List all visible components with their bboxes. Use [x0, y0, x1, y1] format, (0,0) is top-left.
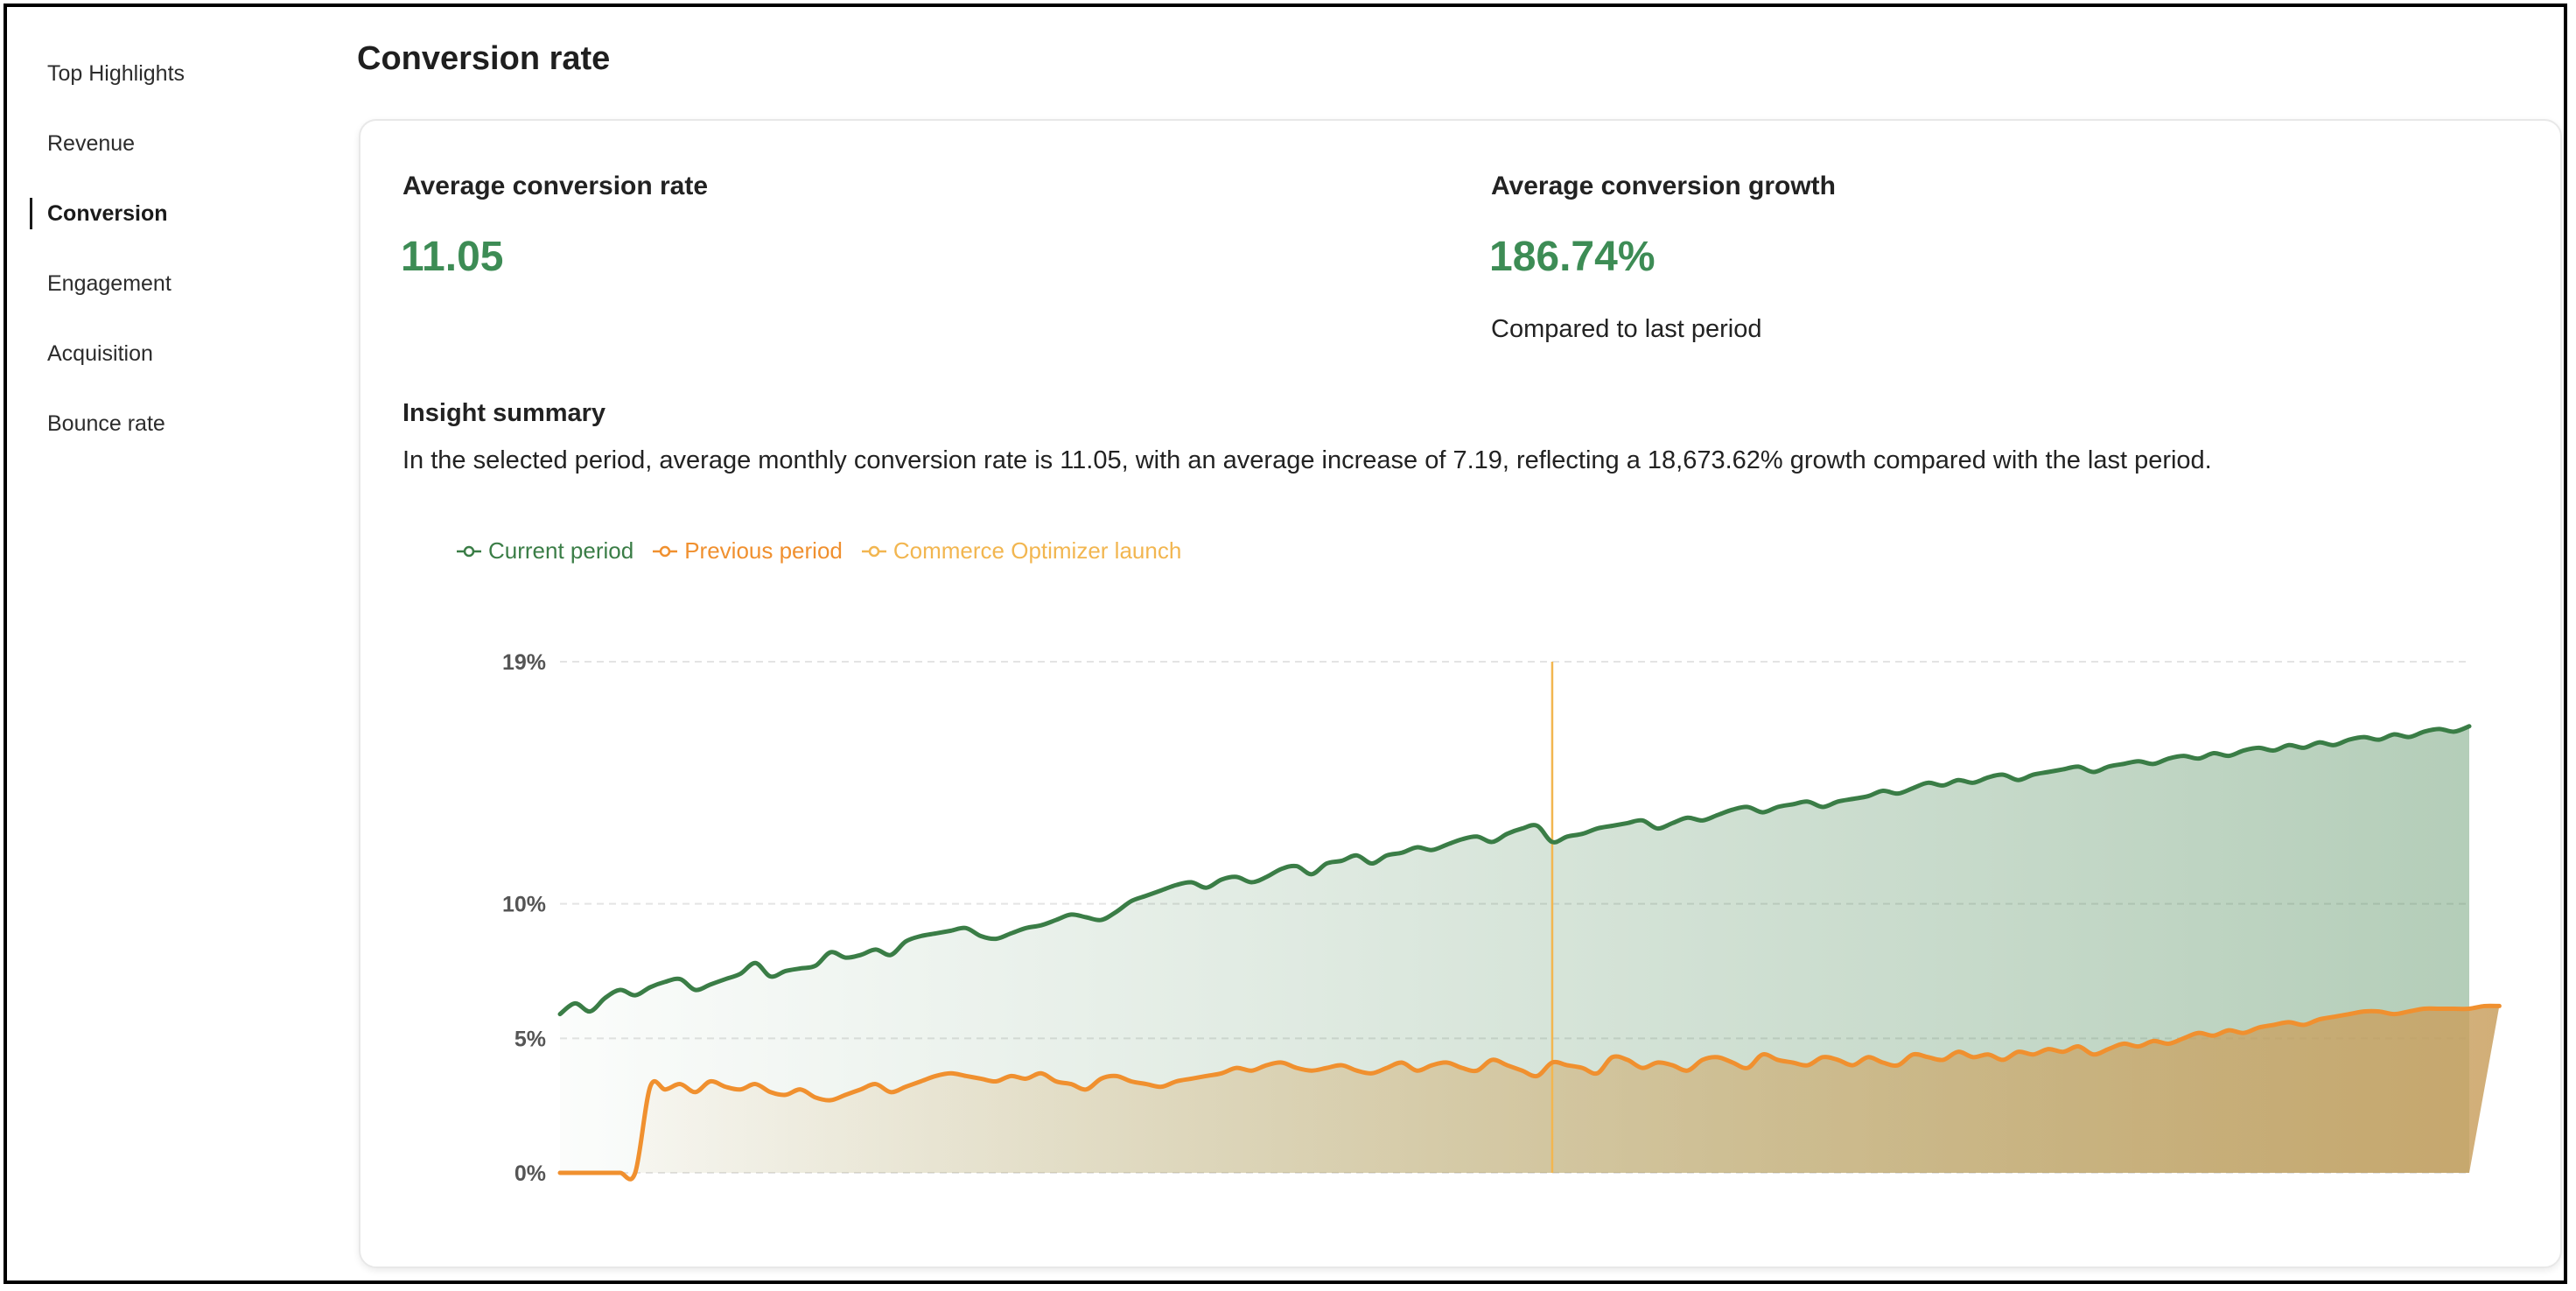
sidebar-nav: Top Highlights Revenue Conversion Engage…	[30, 56, 287, 476]
legend-item-previous[interactable]: Previous period	[653, 537, 843, 565]
line-marker-icon	[861, 545, 886, 557]
legend-label-current: Current period	[488, 537, 634, 564]
line-marker-icon	[457, 545, 481, 557]
y-tick-label: 5%	[514, 1027, 546, 1051]
window-frame: Top Highlights Revenue Conversion Engage…	[4, 4, 2567, 1284]
series-area-previous	[560, 1006, 2500, 1180]
sidebar-item-engagement[interactable]: Engagement	[47, 271, 172, 296]
legend-item-current[interactable]: Current period	[457, 537, 634, 565]
sidebar-item-top-highlights[interactable]: Top Highlights	[47, 61, 186, 86]
y-tick-label: 19%	[502, 650, 546, 675]
series-line-current[interactable]	[557, 724, 2472, 1017]
conversion-card: Average conversion rate 11.05 Average co…	[359, 119, 2562, 1268]
page-title: Conversion rate	[357, 40, 611, 77]
insight-text: In the selected period, average monthly …	[402, 446, 2212, 474]
line-marker-icon	[653, 545, 678, 557]
y-tick-label: 10%	[502, 893, 546, 917]
sidebar-item-bounce-rate[interactable]: Bounce rate	[47, 411, 165, 436]
legend-item-launch[interactable]: Commerce Optimizer launch	[861, 537, 1182, 565]
average-rate-label: Average conversion rate	[402, 172, 709, 200]
insight-title: Insight summary	[402, 399, 606, 427]
average-growth-subtitle: Compared to last period	[1491, 315, 1762, 343]
conversion-chart: 0% 5% 10% 19%	[502, 650, 2502, 1186]
average-growth-value: 186.74%	[1489, 234, 1656, 280]
legend-label-launch: Commerce Optimizer launch	[892, 537, 1182, 564]
average-rate-value: 11.05	[401, 234, 504, 280]
legend-label-previous: Previous period	[684, 537, 843, 564]
sidebar-item-acquisition[interactable]: Acquisition	[47, 341, 153, 366]
sidebar-item-revenue[interactable]: Revenue	[47, 131, 136, 156]
chart-legend: Current period Previous period Commerce …	[457, 537, 1181, 565]
y-tick-label: 0%	[514, 1161, 546, 1186]
average-growth-label: Average conversion growth	[1491, 172, 1836, 200]
sidebar-item-conversion[interactable]: Conversion	[30, 196, 287, 266]
series-line-previous[interactable]	[557, 1003, 2502, 1182]
